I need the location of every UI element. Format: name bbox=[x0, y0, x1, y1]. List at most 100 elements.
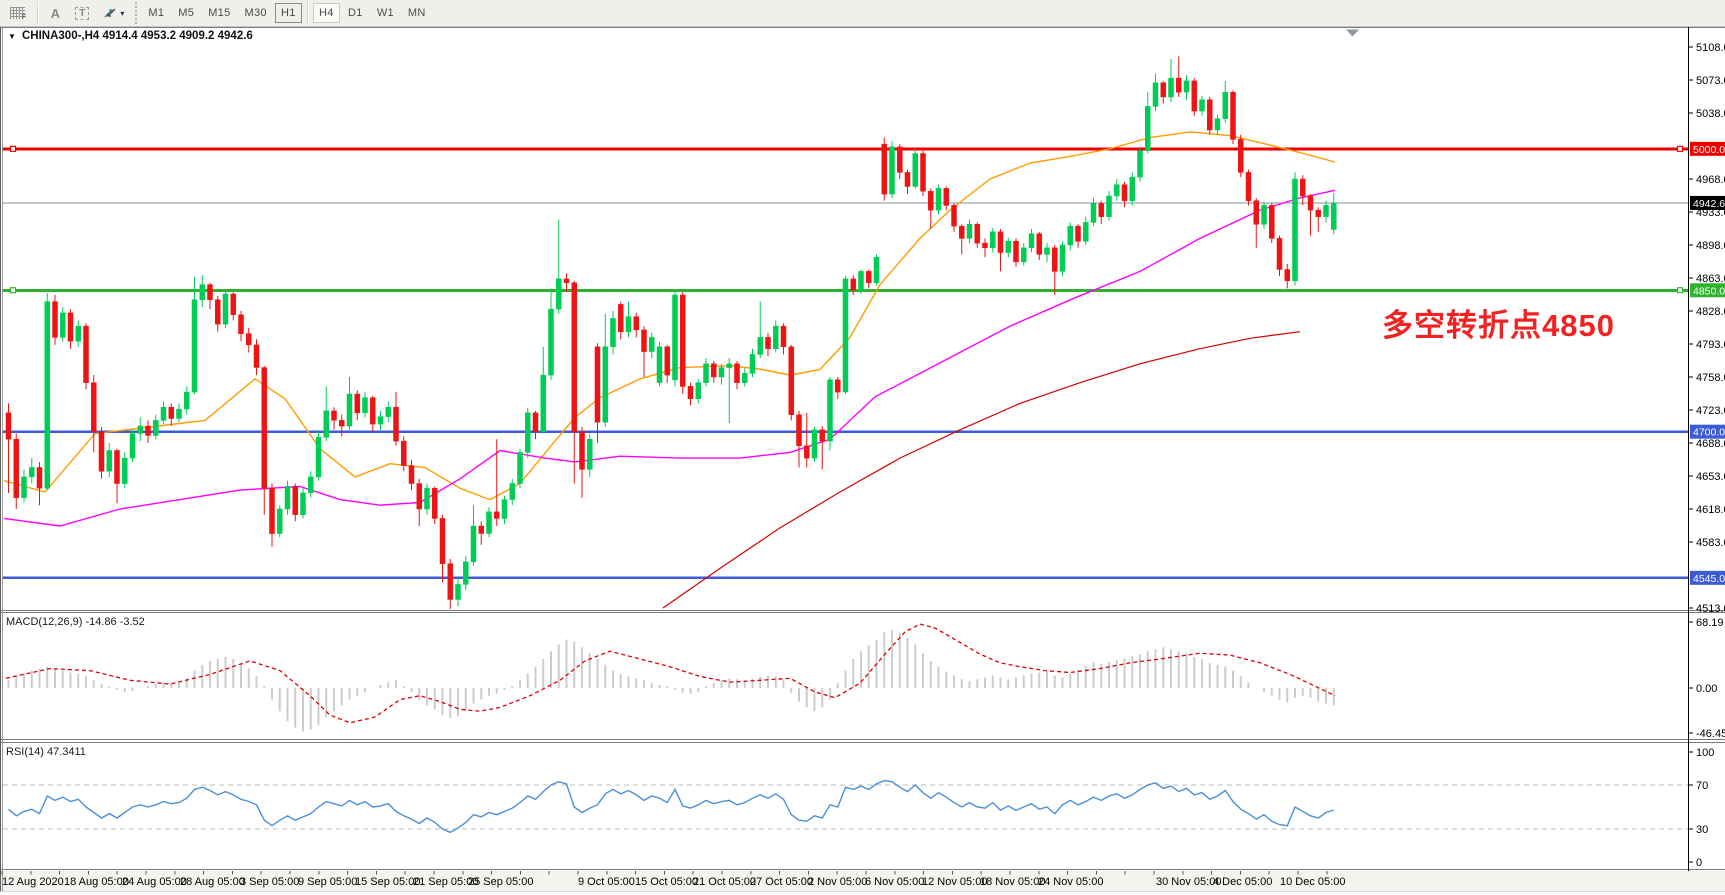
candle bbox=[1176, 56, 1182, 97]
svg-text:21 Oct 05:00: 21 Oct 05:00 bbox=[693, 876, 756, 888]
candle bbox=[711, 361, 717, 383]
macd-label: MACD(12,26,9) -14.86 -3.52 bbox=[6, 616, 145, 628]
svg-text:12 Aug 2020: 12 Aug 2020 bbox=[2, 876, 64, 888]
svg-text:4 Dec 05:00: 4 Dec 05:00 bbox=[1213, 876, 1272, 888]
candle bbox=[199, 275, 206, 308]
candle bbox=[75, 320, 82, 347]
candle bbox=[478, 521, 485, 545]
pane-borders bbox=[0, 27, 1725, 892]
candle bbox=[602, 313, 609, 427]
candle bbox=[501, 495, 508, 525]
svg-text:100: 100 bbox=[1696, 747, 1714, 759]
svg-text:4793.0: 4793.0 bbox=[1696, 339, 1725, 351]
svg-text:5108.0: 5108.0 bbox=[1696, 42, 1725, 54]
chart-shift-marker[interactable] bbox=[1346, 29, 1359, 37]
candle bbox=[5, 403, 12, 493]
candle bbox=[91, 375, 97, 453]
tf-button-h1[interactable]: H1 bbox=[274, 3, 302, 23]
svg-text:4758.0: 4758.0 bbox=[1696, 372, 1725, 384]
candle bbox=[842, 276, 849, 394]
tf-button-w1[interactable]: W1 bbox=[371, 3, 400, 23]
price-axis[interactable]: 5108.0 5073.0 5038.0 4968.0 4933.0 4898.0 4863… bbox=[1688, 42, 1725, 615]
svg-text:15 Oct 05:00: 15 Oct 05:00 bbox=[635, 876, 698, 888]
text-label-button[interactable]: A bbox=[43, 3, 67, 23]
candle bbox=[587, 433, 593, 477]
candle bbox=[1036, 231, 1043, 261]
svg-text:4700.0: 4700.0 bbox=[1693, 427, 1725, 439]
svg-text:4653.0: 4653.0 bbox=[1696, 471, 1725, 483]
chart-background bbox=[0, 27, 1725, 895]
candle bbox=[796, 410, 802, 468]
candle bbox=[122, 452, 128, 489]
svg-text:4545.0: 4545.0 bbox=[1693, 573, 1725, 585]
svg-text:0.00: 0.00 bbox=[1696, 683, 1717, 695]
candle bbox=[1114, 179, 1120, 201]
svg-text:3 Sep 05:00: 3 Sep 05:00 bbox=[240, 876, 299, 888]
svg-text:9 Oct 05:00: 9 Oct 05:00 bbox=[578, 876, 635, 888]
candle bbox=[21, 469, 27, 503]
tf-button-m5[interactable]: M5 bbox=[172, 3, 200, 23]
candle bbox=[850, 275, 857, 295]
candle bbox=[1331, 193, 1337, 235]
candle bbox=[238, 311, 244, 342]
svg-text:4933.0: 4933.0 bbox=[1696, 207, 1725, 219]
candle bbox=[742, 367, 748, 387]
candle bbox=[1083, 216, 1089, 245]
text-box-button[interactable]: T bbox=[69, 3, 95, 23]
svg-text:9 Sep 05:00: 9 Sep 05:00 bbox=[298, 876, 357, 888]
candle bbox=[928, 188, 934, 229]
toolbar-grip[interactable] bbox=[135, 2, 138, 24]
candle bbox=[1044, 243, 1050, 262]
chevron-down-icon: ▾ bbox=[120, 8, 125, 18]
arrows-dropdown-button[interactable]: ▾ bbox=[97, 3, 130, 23]
candle bbox=[339, 414, 345, 437]
candle bbox=[36, 461, 43, 506]
hline-5000.0[interactable] bbox=[3, 145, 1688, 152]
candle bbox=[1238, 134, 1244, 178]
candle bbox=[463, 556, 469, 591]
candle bbox=[168, 403, 175, 426]
candle bbox=[176, 403, 182, 423]
candle bbox=[525, 408, 531, 459]
candle bbox=[625, 301, 632, 338]
candle bbox=[509, 478, 516, 506]
candle bbox=[904, 169, 911, 195]
candlesticks[interactable] bbox=[5, 56, 1337, 609]
candle bbox=[470, 505, 477, 566]
candle bbox=[974, 222, 981, 248]
candle bbox=[1222, 80, 1229, 123]
candle bbox=[277, 505, 283, 538]
candle bbox=[83, 323, 89, 390]
candle bbox=[13, 433, 20, 509]
tf-button-mn[interactable]: MN bbox=[402, 3, 432, 23]
candle bbox=[184, 386, 190, 415]
candle bbox=[439, 514, 446, 583]
svg-text:10 Dec 05:00: 10 Dec 05:00 bbox=[1280, 876, 1345, 888]
candle bbox=[873, 254, 880, 286]
tf-button-h4[interactable]: H4 bbox=[312, 3, 340, 23]
candle bbox=[1261, 201, 1267, 229]
svg-text:-46.45: -46.45 bbox=[1696, 728, 1725, 740]
candle bbox=[633, 312, 640, 338]
tf-button-m30[interactable]: M30 bbox=[239, 3, 273, 23]
toolbar: F A T ▾ M1 M5 M15 M30 H1 H4 D1 W1 MN bbox=[0, 0, 1725, 27]
candle bbox=[377, 410, 384, 430]
svg-text:4968.0: 4968.0 bbox=[1696, 174, 1725, 186]
candle bbox=[1098, 200, 1105, 225]
tf-button-m15[interactable]: M15 bbox=[202, 3, 236, 23]
candle bbox=[757, 301, 764, 359]
candle bbox=[641, 326, 647, 377]
candle bbox=[966, 219, 973, 244]
tf-button-m1[interactable]: M1 bbox=[142, 3, 170, 23]
svg-text:27 Oct 05:00: 27 Oct 05:00 bbox=[750, 876, 813, 888]
candle bbox=[656, 342, 663, 387]
toolbar-separator bbox=[306, 2, 308, 24]
tf-button-d1[interactable]: D1 bbox=[342, 3, 369, 23]
candle bbox=[951, 203, 957, 232]
candle bbox=[1075, 224, 1081, 248]
grid-f-button[interactable]: F bbox=[4, 3, 32, 23]
candle bbox=[315, 431, 322, 481]
candle bbox=[137, 417, 144, 442]
